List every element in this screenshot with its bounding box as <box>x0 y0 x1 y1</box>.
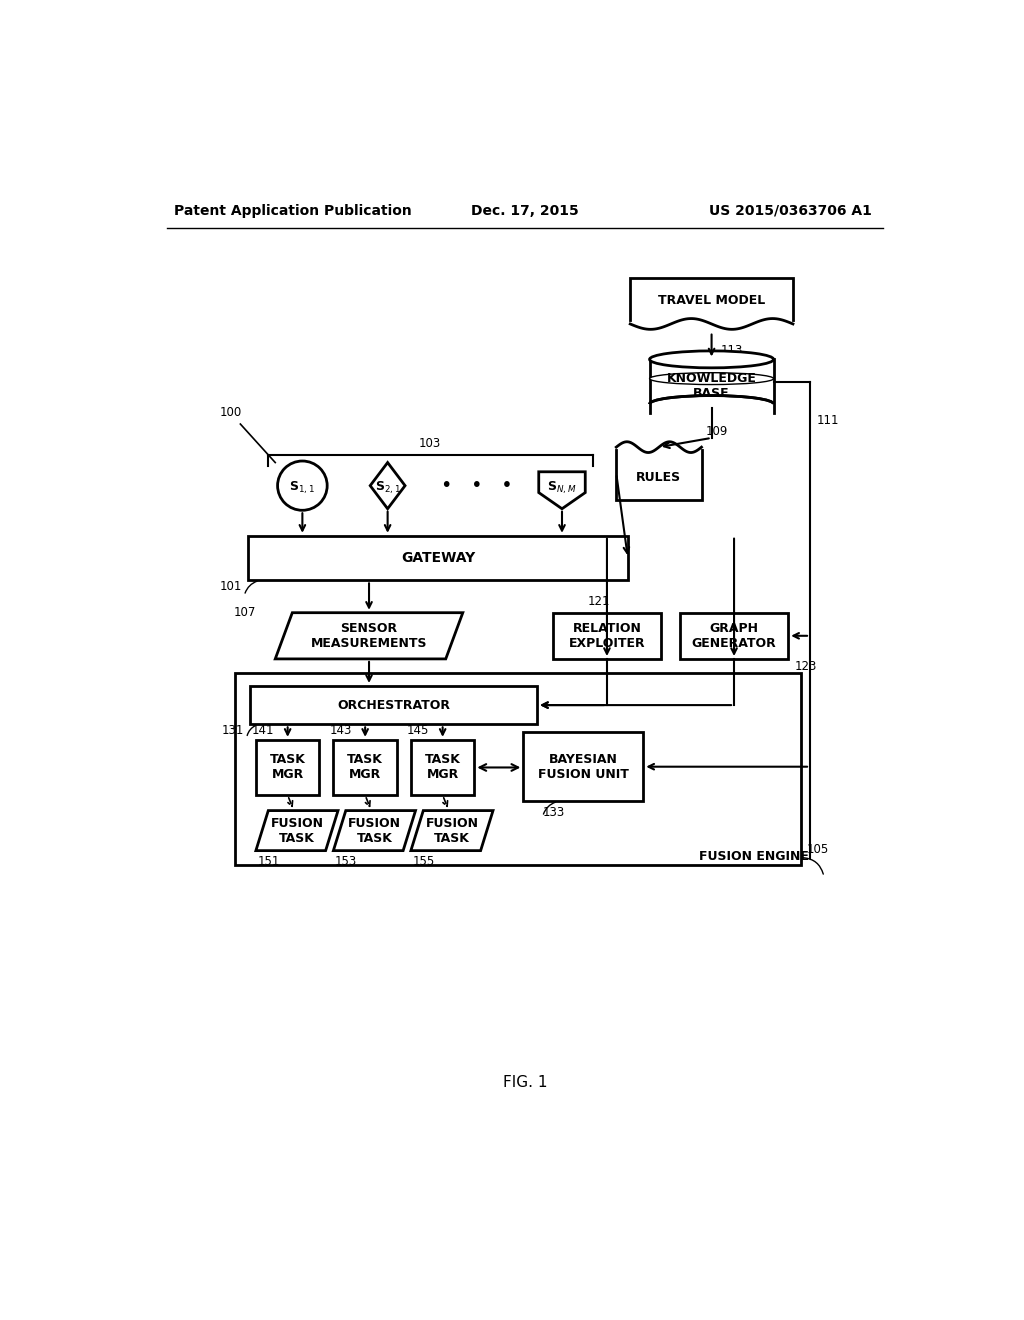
Text: 113: 113 <box>721 345 743 358</box>
Text: $\mathbf{S}_{1,1}$: $\mathbf{S}_{1,1}$ <box>290 479 315 496</box>
Polygon shape <box>275 612 463 659</box>
Bar <box>553 612 662 659</box>
Text: 111: 111 <box>816 413 839 426</box>
Ellipse shape <box>649 351 773 368</box>
Text: 109: 109 <box>706 425 728 438</box>
Text: ORCHESTRATOR: ORCHESTRATOR <box>337 698 451 711</box>
Text: Patent Application Publication: Patent Application Publication <box>174 203 413 218</box>
Text: KNOWLEDGE
BASE: KNOWLEDGE BASE <box>667 371 757 400</box>
Text: 155: 155 <box>413 855 434 869</box>
Text: FUSION ENGINE: FUSION ENGINE <box>699 850 809 862</box>
Text: 103: 103 <box>419 437 441 450</box>
Bar <box>649 381 773 412</box>
Text: 101: 101 <box>219 581 242 594</box>
Polygon shape <box>256 810 338 850</box>
Text: Dec. 17, 2015: Dec. 17, 2015 <box>471 203 579 218</box>
Text: GATEWAY: GATEWAY <box>400 550 475 565</box>
Text: TASK
MGR: TASK MGR <box>269 754 305 781</box>
Text: TASK
MGR: TASK MGR <box>425 754 461 781</box>
Text: 121: 121 <box>588 594 610 607</box>
Bar <box>234 673 801 866</box>
Bar <box>680 612 788 659</box>
Text: US 2015/0363706 A1: US 2015/0363706 A1 <box>710 203 872 218</box>
Text: 133: 133 <box>543 807 565 820</box>
Text: 143: 143 <box>330 723 352 737</box>
Text: FUSION
TASK: FUSION TASK <box>348 817 401 845</box>
Bar <box>523 733 643 801</box>
Text: •   •   •: • • • <box>441 477 513 495</box>
Text: 100: 100 <box>219 407 242 418</box>
Text: 151: 151 <box>257 855 280 869</box>
Text: GRAPH
GENERATOR: GRAPH GENERATOR <box>691 622 776 649</box>
Text: FIG. 1: FIG. 1 <box>503 1074 547 1090</box>
Circle shape <box>278 461 328 511</box>
Text: $\mathbf{S}_{2,1}$: $\mathbf{S}_{2,1}$ <box>375 479 400 496</box>
Text: BAYESIAN
FUSION UNIT: BAYESIAN FUSION UNIT <box>538 752 629 780</box>
Bar <box>256 739 319 795</box>
Bar <box>334 739 397 795</box>
Text: 107: 107 <box>233 606 256 619</box>
Bar <box>411 739 474 795</box>
Text: FUSION
TASK: FUSION TASK <box>425 817 478 845</box>
Text: 141: 141 <box>252 723 274 737</box>
Text: $\mathbf{S}_{N,M}$: $\mathbf{S}_{N,M}$ <box>547 479 577 496</box>
Bar <box>630 277 793 323</box>
Text: RULES: RULES <box>636 471 681 483</box>
Bar <box>248 536 628 581</box>
Polygon shape <box>371 462 406 508</box>
Ellipse shape <box>649 372 773 384</box>
Polygon shape <box>539 471 586 508</box>
Polygon shape <box>334 810 416 850</box>
Text: RELATION
EXPLOITER: RELATION EXPLOITER <box>568 622 645 649</box>
Text: 145: 145 <box>407 723 429 737</box>
Text: 123: 123 <box>795 660 817 673</box>
Polygon shape <box>411 810 493 850</box>
Text: 105: 105 <box>807 843 829 857</box>
Text: TASK
MGR: TASK MGR <box>347 754 383 781</box>
Text: FUSION
TASK: FUSION TASK <box>270 817 324 845</box>
Bar <box>251 686 538 725</box>
Text: TRAVEL MODEL: TRAVEL MODEL <box>658 294 765 308</box>
Text: 153: 153 <box>335 855 357 869</box>
Text: SENSOR
MEASUREMENTS: SENSOR MEASUREMENTS <box>310 622 427 649</box>
Bar <box>616 447 701 499</box>
Text: 131: 131 <box>222 725 245 738</box>
